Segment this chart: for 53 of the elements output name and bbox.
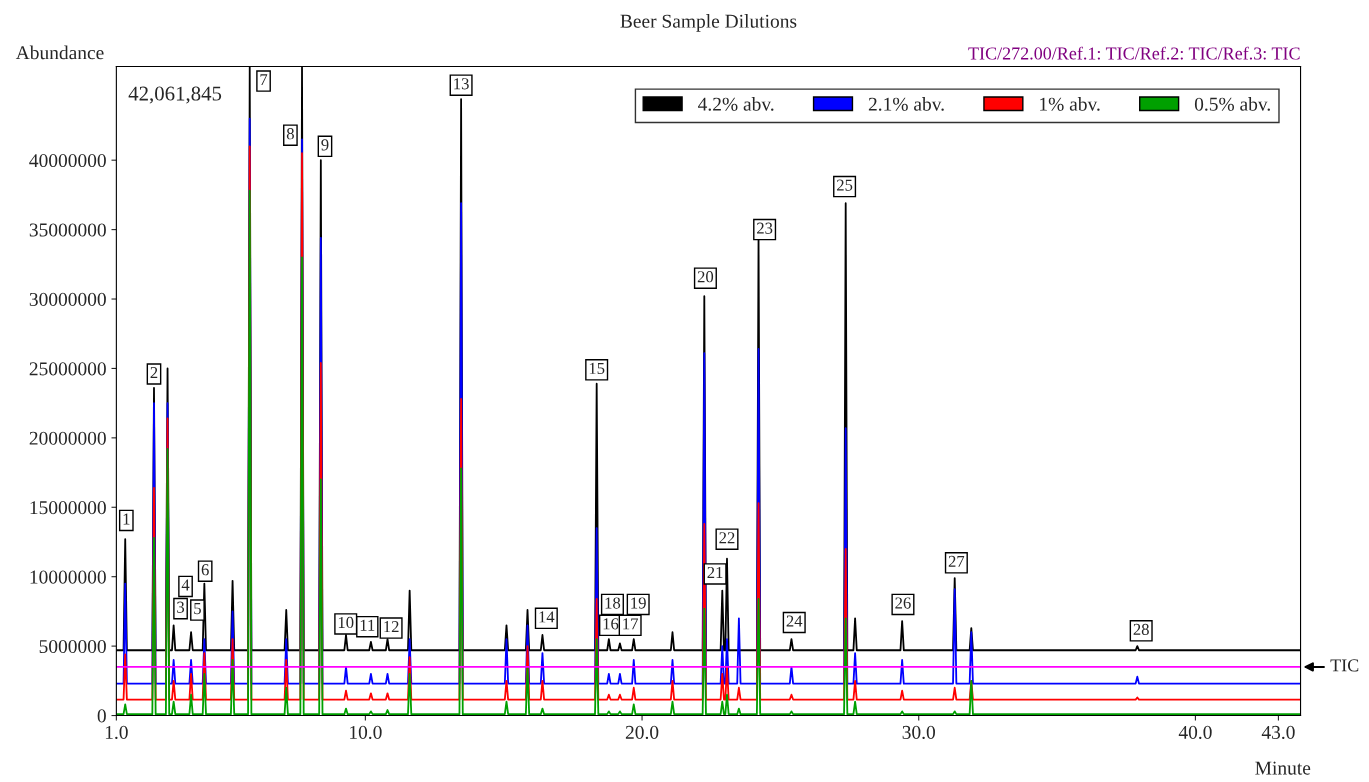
annotation: 4 bbox=[181, 579, 190, 591]
annotation: 11 bbox=[360, 619, 375, 631]
x-tick-label: 1.0 bbox=[105, 725, 128, 740]
annotation: 20 bbox=[697, 271, 714, 283]
annotation: 3 bbox=[177, 601, 185, 613]
annotation: 1 bbox=[123, 513, 130, 525]
annotation: 28 bbox=[1133, 623, 1149, 636]
x-axis-title: Minute bbox=[1255, 761, 1311, 775]
x-tick-label: 10.0 bbox=[350, 725, 382, 740]
text: TIC/272.00/Ref.1: TIC/Ref.2: TIC/Ref.3: TIC bbox=[968, 46, 1300, 60]
annotation: 14 bbox=[539, 611, 555, 623]
x-tick-label: 30.0 bbox=[902, 725, 936, 740]
y-tick-label: 0 bbox=[97, 709, 106, 723]
annotation: 23 bbox=[757, 222, 773, 234]
annotation: 13 bbox=[454, 78, 469, 90]
annotation: 19 bbox=[631, 597, 646, 609]
annotation: 12 bbox=[384, 621, 399, 633]
annotation: 16 bbox=[603, 618, 619, 630]
chart-title: Beer Sample Dilutions bbox=[620, 14, 797, 32]
annotation: 5 bbox=[194, 603, 201, 615]
annotation: 8 bbox=[286, 128, 294, 140]
y-tick-label: 15000000 bbox=[30, 501, 106, 515]
y-axis-title: Abundance bbox=[15, 45, 104, 60]
annotation: 17 bbox=[623, 618, 639, 630]
text: TIC bbox=[1330, 659, 1359, 672]
annotation: 6 bbox=[201, 564, 209, 576]
annotation: 24 bbox=[786, 615, 803, 627]
annotation: 2 bbox=[150, 366, 158, 378]
annotation: 10 bbox=[338, 616, 354, 629]
y-tick-label: 10000000 bbox=[30, 570, 106, 584]
legend-label: 4.2% abv. bbox=[698, 97, 774, 111]
y-tick-label: 40000000 bbox=[29, 154, 106, 168]
annotation: 27 bbox=[948, 555, 965, 567]
x-tick-label: 40.0 bbox=[1178, 725, 1212, 740]
x-tick-label: 43.0 bbox=[1261, 725, 1295, 740]
legend-label: 1% abv. bbox=[1040, 97, 1100, 111]
annotation: 7 bbox=[260, 74, 268, 86]
annotation: 42,061,845 bbox=[128, 86, 222, 104]
y-tick-label: 5000000 bbox=[39, 639, 106, 654]
annotation: 25 bbox=[836, 179, 853, 191]
legend-label: 2.1% abv. bbox=[868, 97, 944, 111]
y-tick-label: 30000000 bbox=[29, 292, 106, 306]
annotation: 21 bbox=[707, 566, 723, 578]
y-tick-label: 35000000 bbox=[29, 223, 106, 237]
y-tick-label: 25000000 bbox=[29, 362, 106, 376]
y-tick-label: 20000000 bbox=[29, 431, 106, 445]
annotation: 26 bbox=[895, 597, 911, 609]
x-tick-label: 20.0 bbox=[625, 725, 659, 740]
annotation: 9 bbox=[321, 139, 329, 151]
annotation: 18 bbox=[605, 597, 621, 609]
legend-label: 0.5% abv. bbox=[1194, 97, 1270, 111]
annotation: 15 bbox=[589, 362, 605, 374]
annotation: 22 bbox=[719, 532, 735, 544]
